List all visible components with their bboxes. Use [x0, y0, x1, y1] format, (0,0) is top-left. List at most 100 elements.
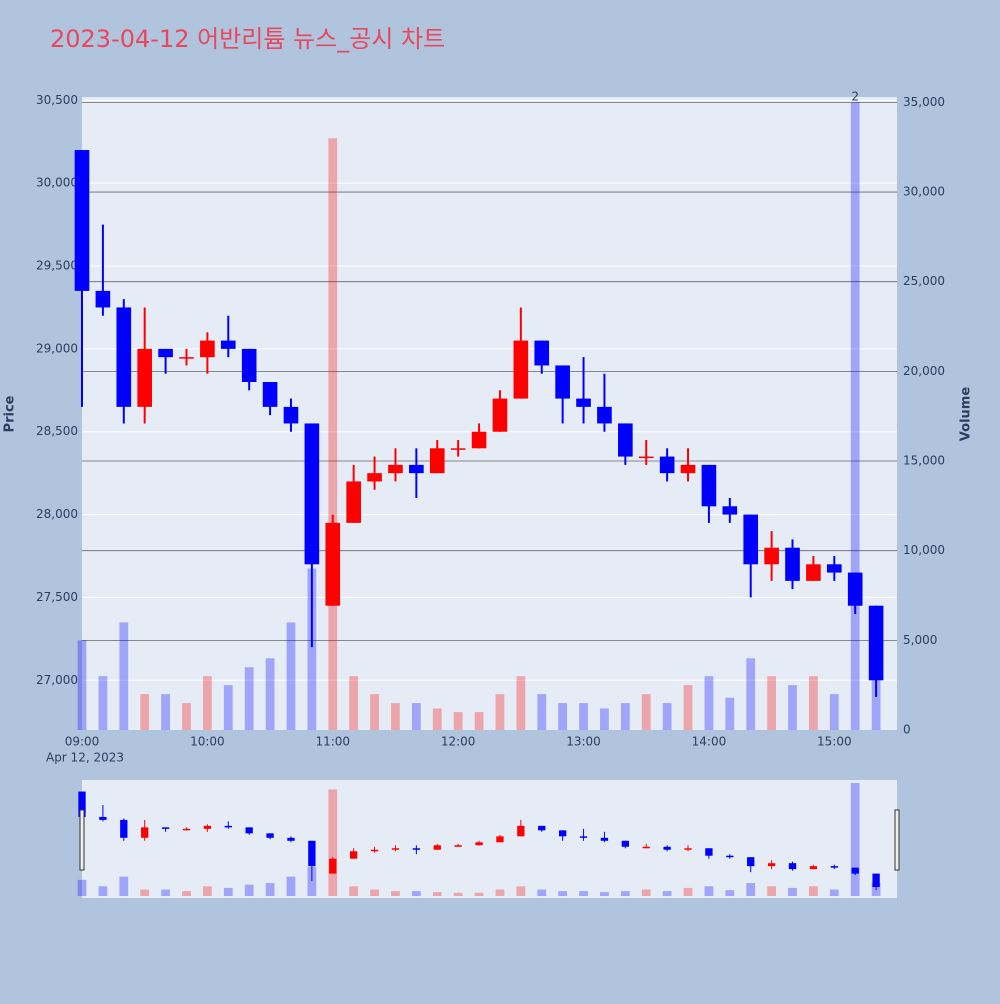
y-tick-label: 28,500: [36, 424, 78, 438]
mini-body: [621, 840, 629, 847]
mini-body: [600, 837, 609, 841]
mini-volume-bar: [432, 892, 442, 896]
mini-volume-bar: [391, 891, 400, 896]
mini-body: [329, 858, 337, 874]
mini-body: [872, 873, 880, 888]
candle-body: [200, 340, 215, 358]
mini-volume-bar: [620, 891, 630, 896]
range-slider[interactable]: [82, 780, 897, 898]
mini-volume-bar: [683, 887, 693, 896]
mini-body: [99, 816, 107, 820]
volume-bar: [788, 685, 797, 730]
volume-bar: [850, 102, 860, 731]
volume-bar: [704, 676, 714, 730]
mini-body: [412, 848, 421, 850]
mini-body: [538, 825, 546, 831]
candle-body: [638, 456, 654, 459]
volume-bar: [579, 703, 588, 730]
volume-bar: [265, 658, 275, 730]
y2-tick-label: 20,000: [903, 364, 945, 378]
mini-volume-bar: [140, 889, 150, 896]
candle-body: [806, 564, 821, 581]
volume-bar: [537, 694, 547, 730]
candle-body: [74, 150, 90, 291]
candle-body: [826, 564, 842, 573]
x-tick-label: 15:00: [817, 735, 852, 749]
volume-bar: [474, 712, 484, 730]
y-tick-label: 27,000: [36, 673, 78, 687]
volume-bar: [77, 640, 87, 730]
chart-title: 2023-04-12 어반리튬 뉴스_공시 차트: [50, 25, 445, 53]
y2-tick-label: 35,000: [903, 95, 945, 109]
candle-body: [659, 456, 675, 474]
mini-volume-bar: [119, 876, 129, 896]
mini-volume-bar: [600, 892, 609, 896]
x-tick-label: 09:00: [65, 735, 100, 749]
slider-handle[interactable]: [79, 809, 85, 871]
mini-volume-bar: [809, 886, 818, 896]
mini-volume-bar: [98, 886, 108, 896]
mini-volume-bar: [850, 782, 860, 896]
candle-body: [95, 290, 111, 308]
volume-bar: [370, 694, 379, 730]
mini-volume-bar: [182, 891, 191, 896]
candle-body: [388, 464, 403, 474]
volume-bar: [829, 694, 839, 730]
mini-body: [558, 830, 567, 837]
candle-body: [409, 464, 424, 474]
slider-handle[interactable]: [894, 809, 900, 871]
mini-body: [851, 867, 859, 874]
volume-bar: [307, 568, 317, 730]
mini-volume-bar: [307, 866, 317, 896]
candle-body: [471, 431, 487, 449]
mini-volume-bar: [725, 890, 735, 896]
volume-bar: [516, 676, 526, 730]
mini-body: [579, 836, 588, 838]
y-tick-label: 27,500: [36, 590, 78, 604]
plot-area: [82, 97, 897, 730]
y2-tick-label: 5,000: [903, 633, 937, 647]
mini-volume-bar: [788, 887, 797, 896]
x-date-label: Apr 12, 2023: [46, 751, 124, 765]
candle-body: [137, 348, 153, 407]
y-axis-title: Price: [3, 395, 18, 432]
mini-body: [830, 866, 838, 868]
mini-volume-bar: [349, 886, 359, 896]
mini-body: [475, 842, 483, 846]
candle-body: [325, 522, 341, 606]
mini-volume-bar: [767, 886, 777, 896]
candle-body: [492, 398, 508, 432]
candle-body: [513, 340, 529, 399]
x-tick-label: 11:00: [315, 735, 350, 749]
candle-body: [764, 547, 779, 565]
mini-body: [684, 848, 692, 850]
mini-volume-bar: [495, 889, 505, 896]
candle-body: [429, 448, 445, 474]
volume-bar: [411, 703, 421, 730]
mini-volume-bar: [223, 887, 233, 896]
volume-bar: [809, 676, 818, 730]
candle-body: [701, 464, 717, 507]
candle-body: [555, 365, 570, 399]
mini-volume-bar: [161, 889, 170, 896]
x-tick-label: 12:00: [441, 735, 476, 749]
x-tick-label: 13:00: [566, 735, 601, 749]
candle-body: [868, 605, 884, 681]
mini-volume-bar: [370, 889, 379, 896]
mini-volume-bar: [662, 891, 672, 896]
mini-body: [182, 828, 191, 831]
x-tick-label: 10:00: [190, 735, 225, 749]
candle-body: [847, 572, 863, 606]
y-tick-label: 28,000: [36, 507, 78, 521]
volume-bar: [725, 697, 735, 730]
mini-body: [141, 827, 149, 838]
mini-volume-bar: [286, 876, 296, 896]
candle-body: [785, 547, 800, 581]
mini-body: [350, 851, 358, 859]
mini-volume-bar: [474, 892, 484, 896]
mini-volume-bar: [202, 886, 212, 896]
y2-tick-label: 25,000: [903, 274, 945, 288]
mini-body: [308, 840, 316, 867]
y2-tick-label: 30,000: [903, 185, 945, 199]
